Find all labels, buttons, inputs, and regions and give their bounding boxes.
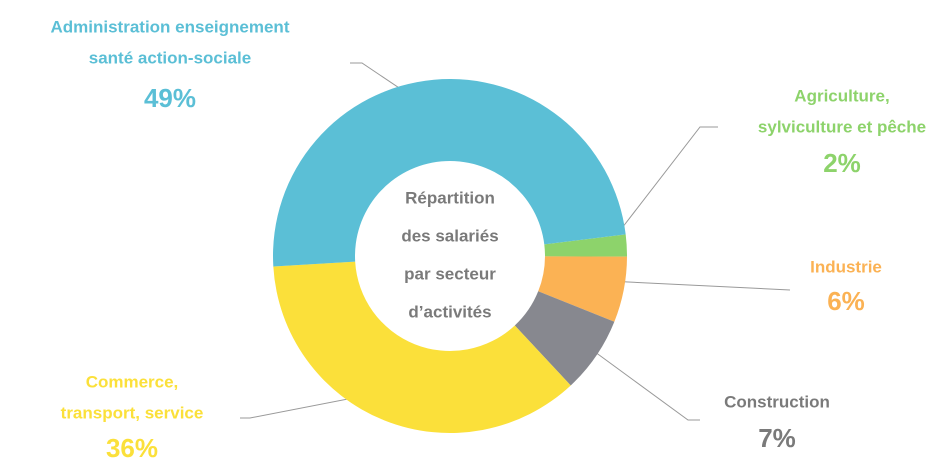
chart-title: par secteur <box>404 264 496 283</box>
slice-label: santé action-sociale <box>89 48 252 67</box>
donut-slice <box>544 234 627 257</box>
value-label: 49% <box>144 83 196 113</box>
donut-slice <box>514 291 615 386</box>
chart-title: d’activités <box>408 302 491 321</box>
donut-slice <box>538 256 627 322</box>
slice-label: Construction <box>724 392 830 411</box>
leader-line <box>564 329 700 421</box>
slice-label: Industrie <box>810 257 882 276</box>
slice-label: Agriculture, <box>794 86 889 105</box>
slice-label: Administration enseignement <box>51 17 290 36</box>
value-label: 6% <box>827 286 865 316</box>
value-label: 7% <box>758 423 796 453</box>
chart-title: Répartition <box>405 188 495 207</box>
slice-label: transport, service <box>61 403 204 422</box>
leader-line <box>621 126 718 229</box>
value-label: 36% <box>106 433 158 463</box>
value-label: 2% <box>823 148 861 178</box>
donut-slice <box>273 261 571 434</box>
slice-label: Commerce, <box>86 372 179 391</box>
donut-slice <box>273 79 626 267</box>
slice-label: sylviculture et pêche <box>758 117 926 136</box>
chart-title: des salariés <box>401 226 498 245</box>
